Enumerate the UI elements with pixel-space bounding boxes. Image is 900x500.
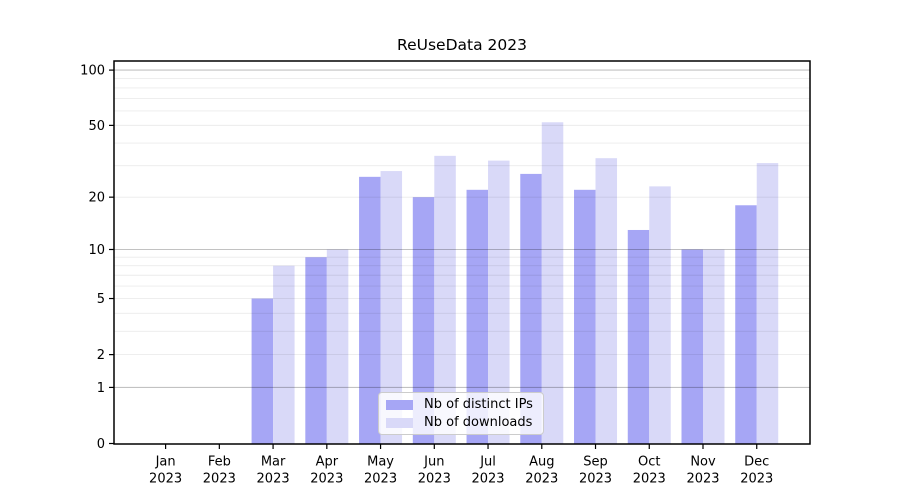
bar-dec-distinct-ips xyxy=(735,205,757,444)
bar-oct-downloads xyxy=(649,186,671,444)
x-tick-label-month: Feb xyxy=(208,455,231,470)
x-tick-label-year: 2023 xyxy=(633,472,666,487)
y-tick-label: 1 xyxy=(97,381,105,396)
bar-jul-downloads xyxy=(488,160,510,444)
y-tick-label: 20 xyxy=(88,191,105,206)
x-tick-label-year: 2023 xyxy=(525,472,558,487)
bar-apr-distinct-ips xyxy=(305,257,327,444)
x-tick-label-year: 2023 xyxy=(257,472,290,487)
x-tick-label-month: Aug xyxy=(529,455,554,470)
bar-may-downloads xyxy=(380,171,403,445)
bar-nov-downloads xyxy=(703,249,725,444)
legend-swatch-downloads xyxy=(386,417,413,428)
x-tick-label-month: Mar xyxy=(261,455,286,470)
legend-row-downloads: Nb of downloads xyxy=(386,414,543,430)
bar-dec-downloads xyxy=(756,163,779,444)
legend-swatch-distinct-ips xyxy=(386,399,413,410)
x-tick-label-year: 2023 xyxy=(740,472,773,487)
x-tick-label-year: 2023 xyxy=(579,472,612,487)
y-tick-label: 2 xyxy=(97,348,105,363)
y-tick-label: 50 xyxy=(88,119,105,134)
bar-jun-distinct-ips xyxy=(412,197,435,444)
x-tick-label-month: Oct xyxy=(638,455,660,470)
bar-mar-downloads xyxy=(273,265,295,444)
bar-jul-distinct-ips xyxy=(466,189,489,444)
bar-oct-distinct-ips xyxy=(627,229,650,444)
y-tick-label: 100 xyxy=(80,64,105,79)
x-tick-label-year: 2023 xyxy=(203,472,236,487)
bar-aug-distinct-ips xyxy=(520,173,542,444)
x-tick-label-month: Dec xyxy=(744,455,769,470)
y-tick-label: 0 xyxy=(97,437,105,452)
x-tick-label-month: Apr xyxy=(316,455,339,470)
x-tick-label-year: 2023 xyxy=(471,472,504,487)
x-tick-label-month: Nov xyxy=(690,455,716,470)
bar-sep-distinct-ips xyxy=(574,189,596,444)
chart-title: ReUseData 2023 xyxy=(397,36,527,54)
bar-aug-downloads xyxy=(541,122,564,445)
y-tick-label: 5 xyxy=(97,292,105,307)
x-tick-label-year: 2023 xyxy=(686,472,719,487)
legend-label-downloads: Nb of downloads xyxy=(424,414,533,430)
bar-jun-downloads xyxy=(434,155,456,444)
x-tick-label-year: 2023 xyxy=(310,472,343,487)
bar-may-distinct-ips xyxy=(359,176,381,445)
x-tick-label-month: Sep xyxy=(583,455,608,470)
x-tick-label-year: 2023 xyxy=(149,472,182,487)
bar-apr-downloads xyxy=(326,249,349,444)
axis-frame xyxy=(113,60,811,445)
x-tick-label-month: Jul xyxy=(479,455,496,470)
x-tick-label-month: May xyxy=(367,455,394,470)
y-tick-label: 10 xyxy=(88,243,105,258)
legend-label-distinct-ips: Nb of distinct IPs xyxy=(424,396,533,412)
bar-sep-downloads xyxy=(595,158,618,444)
bar-mar-distinct-ips xyxy=(251,298,274,444)
bar-nov-distinct-ips xyxy=(681,249,703,444)
legend: Nb of distinct IPs Nb of downloads xyxy=(378,392,544,435)
legend-row-distinct-ips: Nb of distinct IPs xyxy=(386,396,543,412)
x-tick-label-year: 2023 xyxy=(364,472,397,487)
x-tick-label-month: Jan xyxy=(155,455,176,470)
x-tick-label-month: Jun xyxy=(423,455,444,470)
x-tick-label-year: 2023 xyxy=(418,472,451,487)
